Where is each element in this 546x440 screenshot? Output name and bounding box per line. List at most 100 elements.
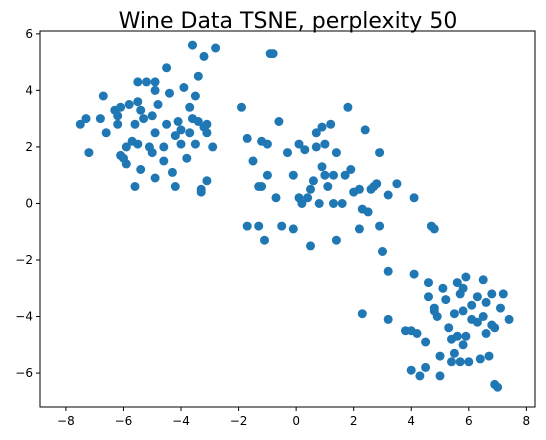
data-point	[193, 71, 203, 81]
data-point	[190, 139, 200, 149]
data-point	[308, 176, 318, 186]
data-point	[121, 159, 131, 169]
data-point	[383, 190, 393, 200]
data-point	[242, 133, 252, 143]
data-point	[467, 300, 477, 310]
data-point	[435, 351, 445, 361]
data-point	[337, 199, 347, 208]
data-point	[354, 224, 364, 234]
data-point	[274, 117, 284, 126]
data-point	[421, 337, 431, 347]
data-point	[130, 119, 140, 129]
data-point	[452, 278, 462, 288]
y-axis: −6 −4 −2 0 2 4 6	[15, 27, 40, 380]
data-point	[406, 365, 416, 375]
data-point	[449, 309, 459, 319]
y-tick-label: −6	[15, 366, 33, 380]
data-point	[159, 142, 169, 152]
data-point	[331, 148, 341, 158]
data-point	[190, 91, 200, 101]
data-point	[372, 179, 382, 189]
data-point	[133, 97, 143, 107]
data-point	[409, 269, 419, 279]
data-point	[153, 100, 163, 109]
data-point	[288, 170, 298, 180]
data-point	[340, 170, 350, 180]
data-point	[458, 340, 468, 350]
data-point	[360, 125, 370, 135]
y-tick-label: 6	[25, 27, 33, 41]
data-point	[165, 88, 174, 98]
data-point	[248, 156, 258, 166]
x-tick-label: 2	[350, 414, 358, 428]
data-point	[424, 292, 433, 302]
data-point	[176, 139, 186, 149]
data-point	[429, 224, 439, 234]
data-point	[343, 102, 353, 112]
data-point	[170, 131, 180, 141]
x-tick-label: −6	[115, 414, 133, 428]
data-point	[363, 207, 373, 217]
plot-frame	[39, 30, 536, 408]
data-point	[159, 156, 169, 166]
data-point	[297, 199, 307, 208]
data-point	[447, 357, 456, 367]
data-point	[170, 182, 180, 191]
data-point	[357, 309, 367, 319]
data-point	[490, 323, 500, 333]
data-point	[202, 128, 212, 138]
data-point	[98, 91, 108, 101]
data-point	[260, 235, 269, 245]
data-point	[317, 162, 327, 172]
x-tick-label: −2	[230, 414, 248, 428]
data-point	[185, 102, 195, 112]
data-point	[458, 283, 468, 293]
data-point	[150, 128, 160, 138]
data-point	[461, 272, 471, 282]
data-point	[133, 139, 143, 149]
data-point	[458, 306, 468, 316]
x-tick-label: 0	[292, 414, 300, 428]
data-point	[268, 49, 278, 59]
data-point	[113, 111, 123, 121]
data-point	[124, 100, 134, 109]
data-point	[193, 117, 203, 126]
data-point	[378, 247, 387, 256]
data-point	[179, 83, 189, 92]
data-point	[75, 119, 85, 129]
data-point	[331, 235, 341, 245]
y-tick-label: −4	[15, 310, 33, 324]
data-point	[498, 289, 508, 299]
x-tick-label: 6	[465, 414, 473, 428]
data-point	[481, 297, 491, 307]
data-point	[254, 221, 264, 231]
data-point	[317, 122, 327, 132]
data-point	[375, 221, 385, 231]
data-point	[475, 354, 485, 364]
data-point	[162, 119, 172, 129]
data-point	[130, 182, 140, 191]
points-layer	[75, 40, 514, 392]
data-point	[306, 241, 315, 251]
data-point	[262, 170, 272, 180]
data-point	[329, 170, 338, 180]
data-point	[496, 303, 505, 313]
data-point	[147, 111, 157, 121]
data-point	[472, 317, 482, 327]
data-point	[101, 128, 111, 138]
data-point	[464, 357, 474, 367]
data-point	[162, 63, 172, 73]
data-point	[262, 139, 272, 149]
x-axis: −8 −6 −4 −2 0 2 4 6 8	[57, 407, 530, 428]
data-point	[173, 117, 183, 126]
data-point	[288, 224, 298, 234]
data-point	[208, 142, 218, 152]
data-point	[326, 119, 336, 129]
data-point	[188, 40, 197, 50]
data-point	[478, 312, 488, 321]
data-point	[484, 351, 494, 361]
data-point	[461, 331, 471, 341]
data-point	[444, 323, 454, 333]
data-point	[116, 102, 126, 112]
data-point	[375, 148, 385, 158]
